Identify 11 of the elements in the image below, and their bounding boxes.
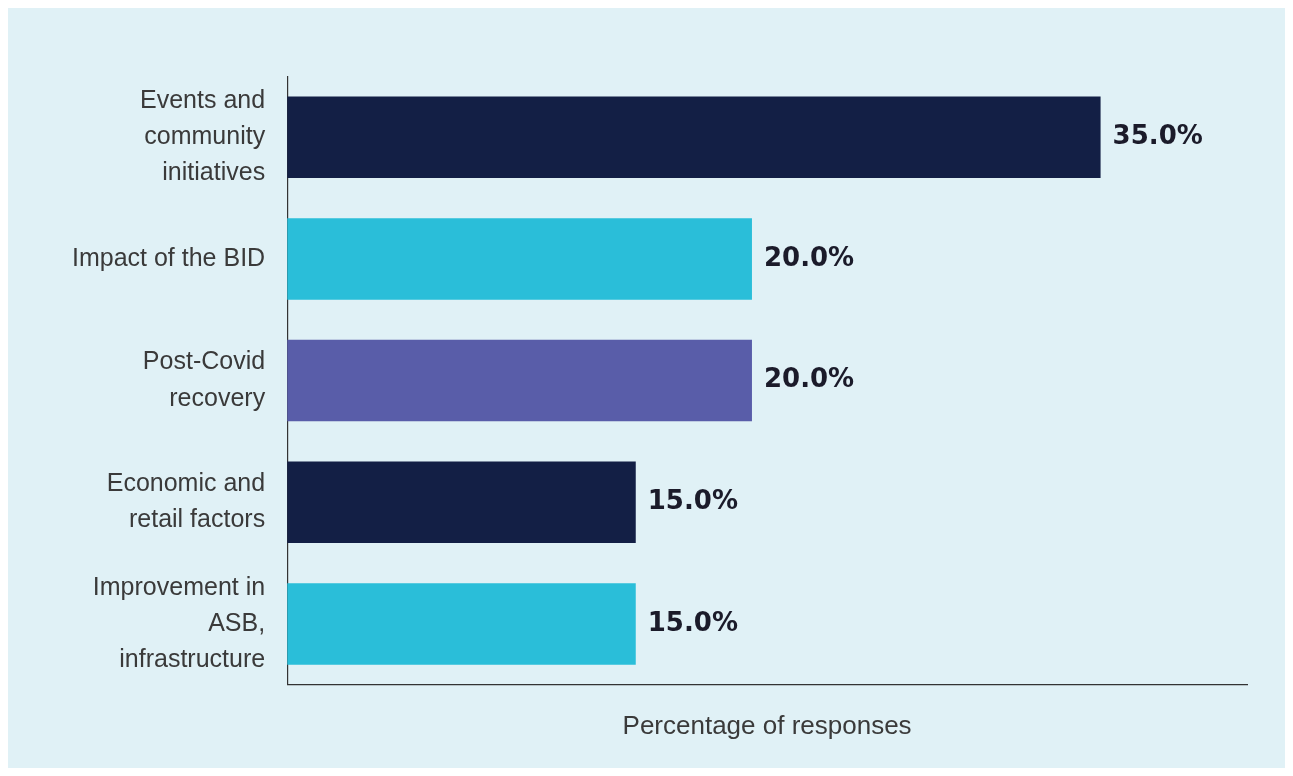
data-label: 15.0% [647,606,738,637]
data-label: 15.0% [647,485,738,516]
y-tick-label: Events and community initiatives [140,84,266,186]
data-label: 35.0% [1112,119,1203,150]
y-tick-label: Economic and retail factors [106,468,266,533]
data-label: 20.0% [763,241,855,272]
x-axis-title: Percentage of responses [622,709,912,740]
y-tick-label: Impact of the BID [72,242,266,271]
y-tick-label: Post-Covid recovery [142,346,266,411]
data-label: 20.0% [763,363,855,394]
y-tick-label: Improvement in ASB, infrastructure [92,571,266,673]
